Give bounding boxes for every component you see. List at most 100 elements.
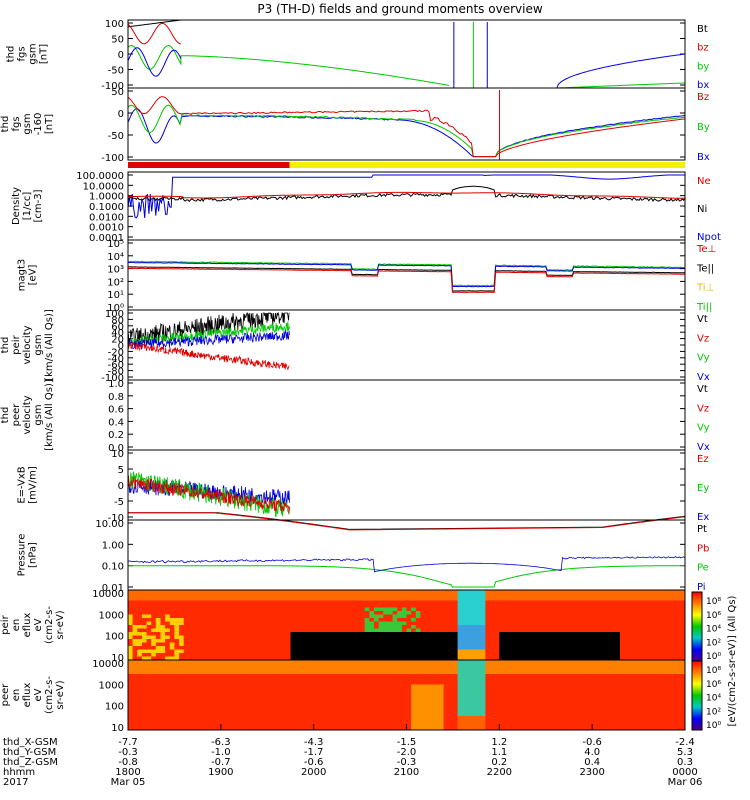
cell xyxy=(601,674,607,678)
cell xyxy=(499,639,505,643)
cell xyxy=(188,611,194,615)
cell xyxy=(290,695,296,699)
cell xyxy=(336,688,342,692)
cell xyxy=(522,716,528,720)
cell xyxy=(197,688,203,692)
cell xyxy=(397,632,403,636)
cell xyxy=(309,670,315,675)
cell xyxy=(276,691,282,696)
cell xyxy=(271,709,277,713)
cell xyxy=(671,628,677,633)
cell xyxy=(476,621,482,626)
cell xyxy=(652,646,658,650)
cell xyxy=(601,614,607,619)
cell xyxy=(443,681,449,685)
cell xyxy=(448,604,454,608)
cell xyxy=(466,618,472,622)
cell xyxy=(643,649,649,654)
cell xyxy=(476,705,482,710)
cell xyxy=(490,663,496,668)
cell xyxy=(193,716,199,720)
ytick-label: 10⁵ xyxy=(107,239,124,250)
cell xyxy=(490,628,496,633)
cell xyxy=(387,649,393,654)
cell xyxy=(202,723,208,727)
cell xyxy=(531,719,537,724)
cell xyxy=(271,614,277,619)
cell xyxy=(132,691,138,696)
cell xyxy=(420,611,426,615)
cell xyxy=(620,600,626,605)
cell xyxy=(234,667,240,671)
cell xyxy=(615,639,621,643)
cell xyxy=(643,628,649,633)
cell xyxy=(364,632,370,636)
cell xyxy=(508,660,514,664)
cell xyxy=(406,705,412,710)
cell xyxy=(647,709,653,713)
cell xyxy=(508,719,514,724)
cell xyxy=(550,660,556,664)
cell xyxy=(638,723,644,727)
cell xyxy=(346,635,352,640)
cell xyxy=(578,621,584,626)
cell xyxy=(253,628,259,633)
cell xyxy=(341,719,347,724)
cell xyxy=(262,726,268,731)
cell xyxy=(675,646,681,650)
cell xyxy=(276,635,282,640)
cell xyxy=(462,719,468,724)
cell xyxy=(555,705,561,710)
cell xyxy=(183,600,189,605)
cell xyxy=(151,649,157,654)
cell xyxy=(573,646,579,650)
cell xyxy=(527,639,533,643)
cell xyxy=(606,625,612,629)
cell xyxy=(369,667,375,671)
cell xyxy=(457,719,463,724)
cell xyxy=(559,705,565,710)
cell xyxy=(615,635,621,640)
cell xyxy=(573,614,579,619)
cell xyxy=(387,698,393,703)
cell xyxy=(643,660,649,664)
cell xyxy=(411,628,417,633)
cell xyxy=(559,600,565,605)
cell xyxy=(582,607,588,612)
cell xyxy=(374,670,380,675)
cell xyxy=(620,688,626,692)
cell xyxy=(443,646,449,650)
cell xyxy=(476,663,482,668)
cell xyxy=(448,705,454,710)
cell xyxy=(633,695,639,699)
cell xyxy=(564,607,570,612)
cell xyxy=(322,709,328,713)
cell xyxy=(527,600,533,605)
cell xyxy=(267,628,273,633)
cell xyxy=(661,600,667,605)
cell xyxy=(276,726,282,731)
cell xyxy=(355,705,361,710)
cell xyxy=(322,660,328,664)
cell xyxy=(309,632,315,636)
cell xyxy=(262,712,268,717)
cell xyxy=(304,621,310,626)
cell xyxy=(225,593,231,598)
cell xyxy=(318,611,324,615)
cell xyxy=(508,691,514,696)
cell xyxy=(643,614,649,619)
cell xyxy=(610,667,616,671)
cell xyxy=(244,639,250,643)
cell xyxy=(281,597,287,601)
ytick-label: -50 xyxy=(108,131,124,142)
ytick-label: 10² xyxy=(107,277,124,288)
cell xyxy=(299,632,305,636)
cell xyxy=(647,688,653,692)
cell xyxy=(322,625,328,629)
cell xyxy=(499,604,505,608)
cell xyxy=(216,611,222,615)
cell xyxy=(341,726,347,731)
cell xyxy=(615,663,621,668)
cell xyxy=(299,663,305,668)
cell xyxy=(657,593,663,598)
